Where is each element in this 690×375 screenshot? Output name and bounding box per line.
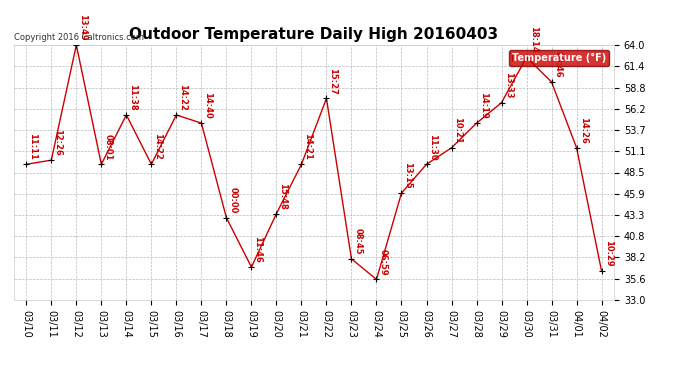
- Text: 14:40: 14:40: [204, 92, 213, 119]
- Text: 18:14: 18:14: [529, 27, 538, 53]
- Text: 14:26: 14:26: [579, 117, 588, 144]
- Text: 14:22: 14:22: [153, 133, 162, 160]
- Text: 12:26: 12:26: [53, 129, 62, 156]
- Text: Copyright 2016 Caltronics.com: Copyright 2016 Caltronics.com: [14, 33, 144, 42]
- Text: 14:19: 14:19: [479, 92, 488, 119]
- Text: 10:29: 10:29: [604, 240, 613, 267]
- Legend: Temperature (°F): Temperature (°F): [509, 50, 609, 66]
- Text: 08:01: 08:01: [104, 134, 112, 160]
- Text: 13:15: 13:15: [404, 162, 413, 189]
- Text: 10:21: 10:21: [453, 117, 462, 144]
- Text: 06:59: 06:59: [379, 249, 388, 275]
- Text: 15:48: 15:48: [279, 183, 288, 210]
- Text: 11:30: 11:30: [428, 134, 437, 160]
- Text: 13:49: 13:49: [79, 14, 88, 41]
- Text: 13:33: 13:33: [504, 72, 513, 99]
- Title: Outdoor Temperature Daily High 20160403: Outdoor Temperature Daily High 20160403: [130, 27, 498, 42]
- Text: 08:45: 08:45: [353, 228, 362, 255]
- Text: 00:00: 00:00: [228, 187, 237, 214]
- Text: 11:38: 11:38: [128, 84, 137, 111]
- Text: 11:11: 11:11: [28, 133, 37, 160]
- Text: 15:27: 15:27: [328, 68, 337, 94]
- Text: 00:46: 00:46: [553, 51, 562, 78]
- Text: 11:46: 11:46: [253, 236, 262, 263]
- Text: 14:22: 14:22: [179, 84, 188, 111]
- Text: 14:21: 14:21: [304, 133, 313, 160]
